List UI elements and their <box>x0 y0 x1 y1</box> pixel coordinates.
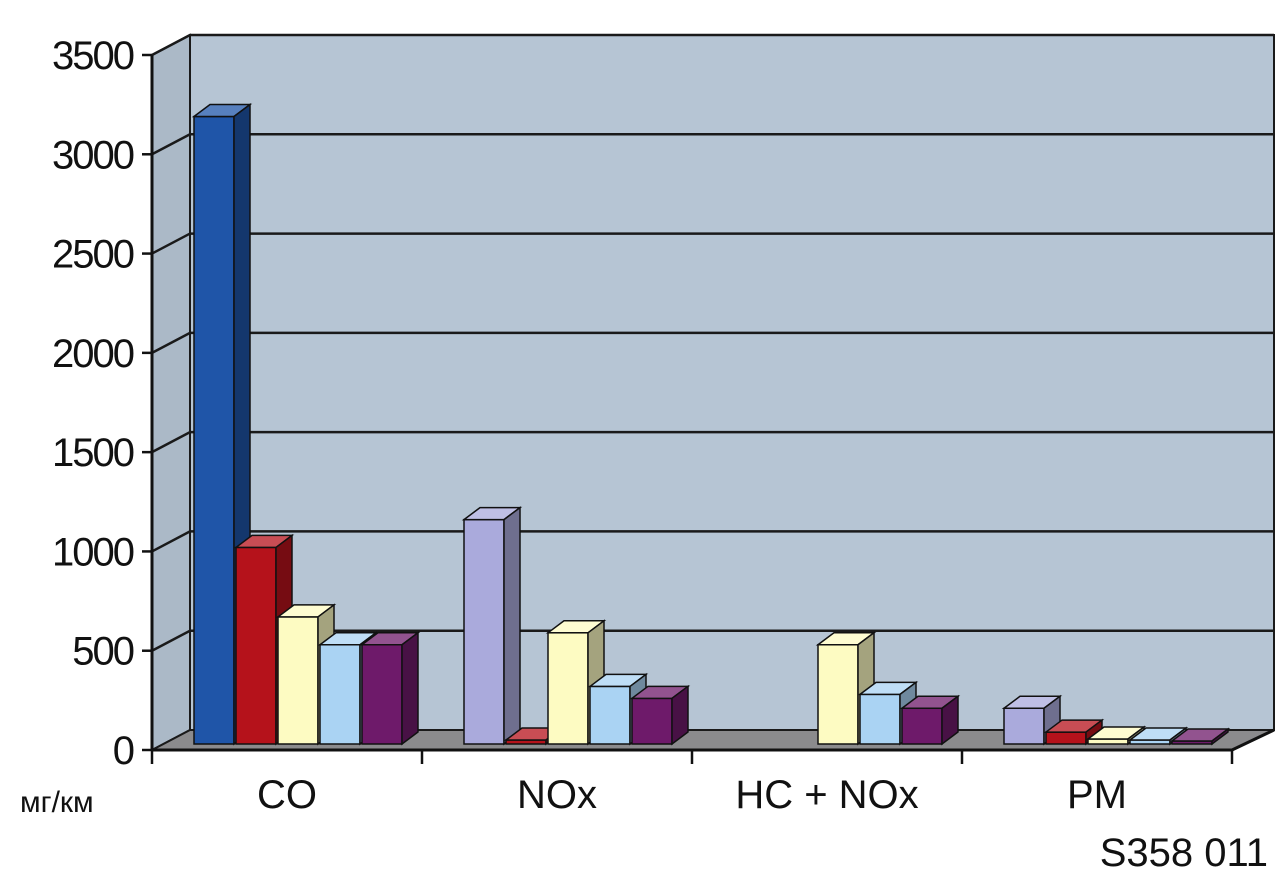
y-axis-ticks: 0 500 1000 1500 2000 2500 3000 3500 <box>52 34 136 773</box>
x-axis-depth-line <box>1231 728 1275 752</box>
bar-side <box>671 684 689 746</box>
y-tick-label: 500 <box>72 630 133 674</box>
bar-side <box>503 506 521 746</box>
bar-front <box>277 616 319 745</box>
figure-code: S358 011 <box>1100 831 1268 871</box>
x-axis-categories: CO NOx HC + NOx PM <box>257 773 1127 817</box>
bar <box>461 506 523 746</box>
bar-front <box>817 643 859 745</box>
chart-axes <box>142 53 1275 764</box>
bar-front <box>859 693 901 745</box>
bar <box>1169 727 1231 746</box>
gridline <box>151 530 1274 553</box>
bar <box>1127 726 1189 746</box>
bar-front <box>901 707 943 745</box>
bar-side <box>941 694 959 746</box>
bar-front <box>547 632 589 745</box>
y-tick-label: 1000 <box>52 530 134 574</box>
bar-front <box>589 685 631 745</box>
bar <box>629 684 691 746</box>
gridline <box>151 133 1274 156</box>
bar-front <box>235 546 277 745</box>
y-tick-label: 2000 <box>52 332 134 376</box>
gridline <box>151 430 1274 454</box>
bar-front <box>463 518 505 745</box>
x-category-label: CO <box>257 773 317 817</box>
bar-side <box>1211 727 1229 746</box>
gridline <box>151 331 1274 354</box>
back-wall <box>189 34 1275 731</box>
bar-front <box>1003 707 1045 745</box>
gridline <box>151 629 1274 652</box>
y-tick-label: 3000 <box>52 133 134 177</box>
bar <box>233 533 295 746</box>
bar <box>899 694 961 746</box>
gridline <box>151 232 1274 255</box>
side-wall <box>151 33 191 752</box>
chart-bars <box>191 103 1231 746</box>
bar-front <box>631 697 673 745</box>
y-tick-label: 2500 <box>52 233 134 277</box>
y-tick-label: 1500 <box>52 431 134 475</box>
y-axis-unit-label: мг/км <box>20 786 94 819</box>
y-tick-label: 3500 <box>52 34 134 78</box>
chart-gridlines <box>151 33 1274 652</box>
bar-front <box>319 643 361 745</box>
bar-front <box>1045 731 1087 745</box>
bar-front <box>193 115 235 745</box>
bar <box>359 631 421 746</box>
x-category-label: NOx <box>517 773 597 817</box>
x-category-label: PM <box>1067 773 1127 817</box>
y-tick-label: 0 <box>113 729 134 773</box>
gridline <box>151 33 1274 57</box>
bar-side <box>401 631 419 746</box>
bar-front <box>361 643 403 745</box>
x-category-label: HC + NOx <box>735 773 918 817</box>
